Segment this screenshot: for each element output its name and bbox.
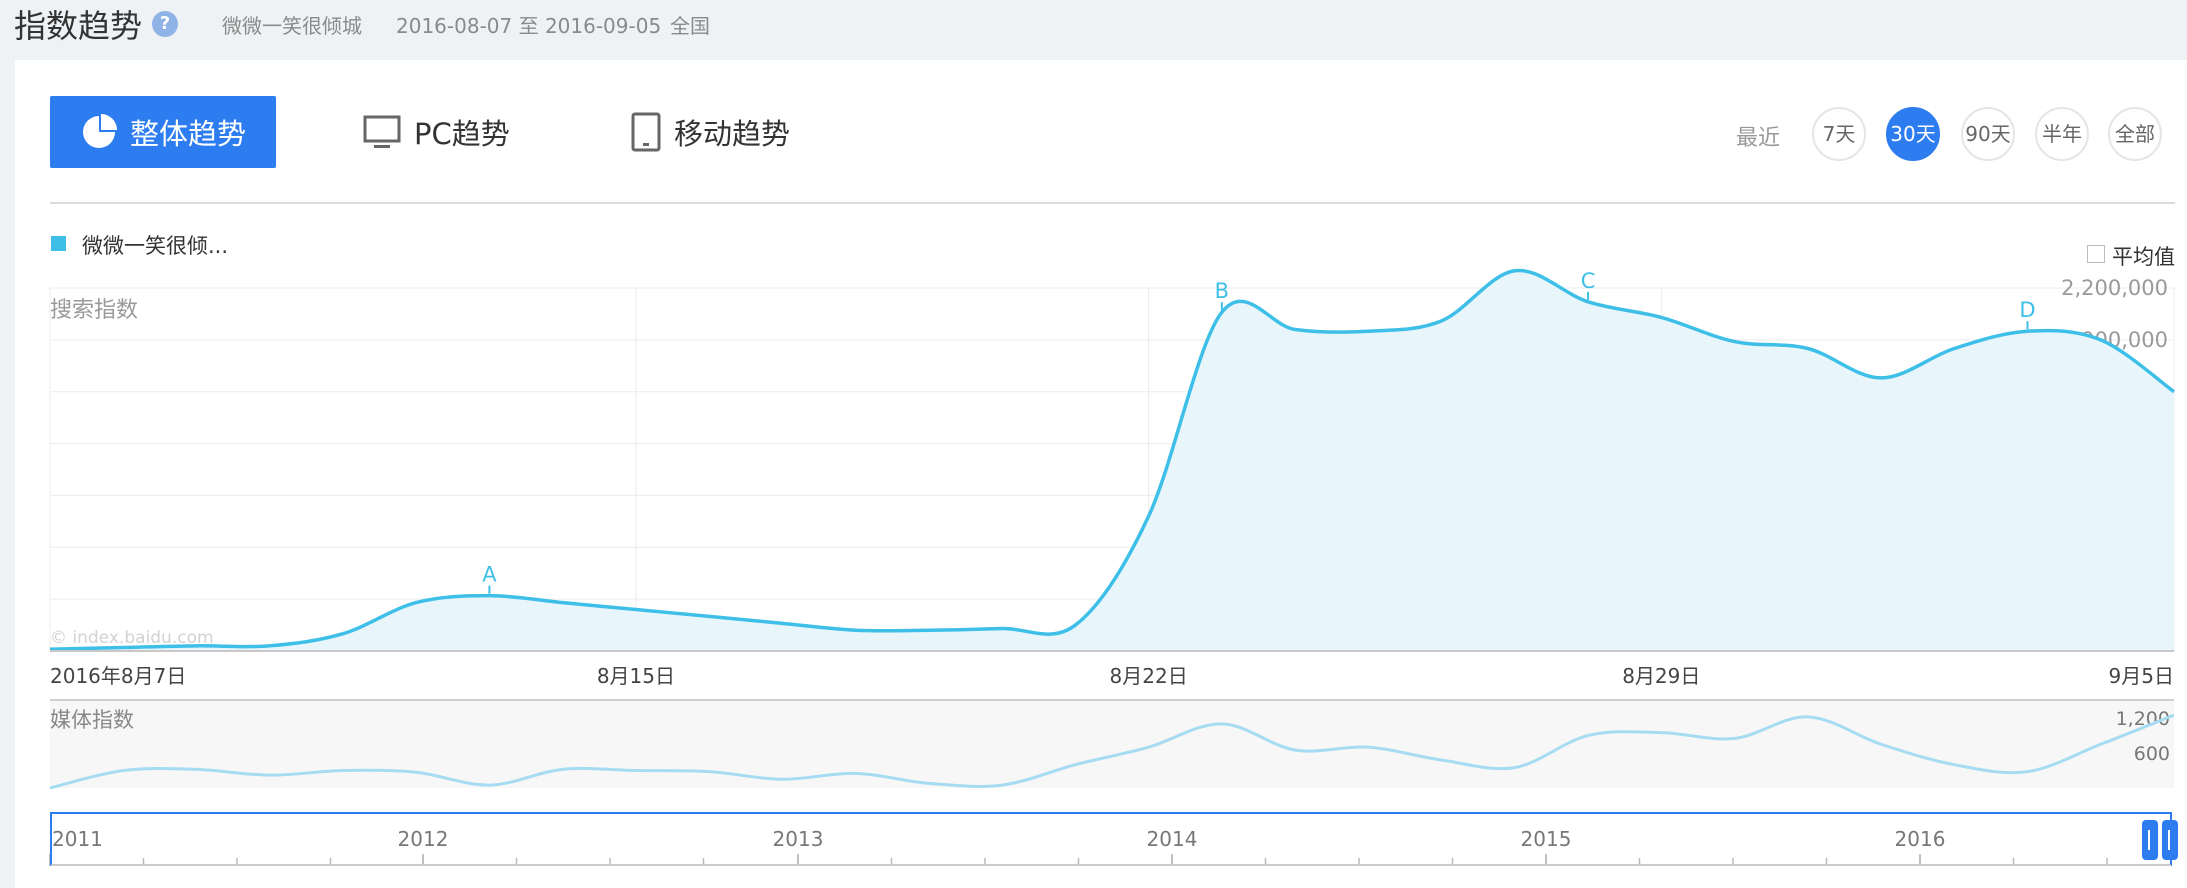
average-checkbox[interactable] bbox=[2087, 245, 2105, 263]
range-90d-button[interactable]: 90天 bbox=[1961, 107, 2015, 161]
annotation-label: B bbox=[1215, 279, 1229, 303]
series-line bbox=[49, 268, 2176, 652]
media-band-bg bbox=[50, 700, 2174, 788]
x-tick-label: 8月15日 bbox=[597, 664, 675, 688]
media-series-line bbox=[49, 713, 2175, 790]
legend-swatch bbox=[51, 236, 66, 251]
range-all-button[interactable]: 全部 bbox=[2108, 107, 2162, 161]
recent-label: 最近 bbox=[1736, 126, 1781, 151]
x-tick-label: 2016年8月7日 bbox=[50, 664, 186, 688]
annotation-label: A bbox=[482, 563, 497, 587]
range-7d-button[interactable]: 7天 bbox=[1812, 107, 1866, 161]
timeline-year-label: 2015 bbox=[1521, 827, 1572, 851]
tab-overall-label: 整体趋势 bbox=[129, 117, 246, 151]
timeline-year-label: 2012 bbox=[398, 827, 449, 851]
tab-mobile-label: 移动趋势 bbox=[674, 117, 791, 151]
media-index-label: 媒体指数 bbox=[50, 708, 134, 732]
annotation-label: C bbox=[1581, 269, 1596, 293]
timeline-year-label: 2011 bbox=[52, 827, 103, 851]
x-tick-label: 8月22日 bbox=[1110, 664, 1188, 688]
average-label[interactable]: 平均值 bbox=[2112, 245, 2175, 269]
search-index-label: 搜索指数 bbox=[50, 298, 139, 323]
legend-label[interactable]: 微微一笑很倾... bbox=[82, 234, 229, 258]
page-title: 指数趋势 bbox=[14, 7, 143, 45]
watermark: © index.baidu.com bbox=[50, 628, 214, 648]
x-tick-label: 8月29日 bbox=[1622, 664, 1700, 688]
tab-mobile-trend[interactable]: 移动趋势 bbox=[630, 96, 790, 168]
annotation-label: D bbox=[2019, 298, 2035, 322]
series-area bbox=[50, 270, 2174, 651]
timeline-range-track[interactable] bbox=[50, 812, 2172, 866]
divider bbox=[50, 202, 2175, 204]
x-tick-label: 9月5日 bbox=[2109, 664, 2174, 688]
timeline-year-label: 2014 bbox=[1147, 827, 1198, 851]
range-half-year-button[interactable]: 半年 bbox=[2035, 107, 2089, 161]
tab-pc-trend[interactable]: PC趋势 bbox=[362, 96, 510, 168]
media-y-tick-label: 1,200 bbox=[2116, 708, 2170, 730]
question-circle-icon[interactable]: ? bbox=[152, 11, 178, 37]
timeline-year-label: 2013 bbox=[773, 827, 824, 851]
drag-handle-icon[interactable] bbox=[2140, 816, 2180, 864]
tablet-icon bbox=[631, 112, 661, 152]
date-range-label: 2016-08-07 至 2016-09-05 bbox=[396, 14, 662, 38]
tab-overall-trend[interactable]: 整体趋势 bbox=[50, 96, 276, 168]
region-label: 全国 bbox=[670, 14, 710, 38]
tab-pc-label: PC趋势 bbox=[414, 117, 510, 151]
pie-chart-icon bbox=[82, 114, 117, 148]
header-bar: 指数趋势 ? 微微一笑很倾城 2016-08-07 至 2016-09-05 全… bbox=[0, 0, 2187, 58]
keyword-label: 微微一笑很倾城 bbox=[222, 14, 362, 38]
monitor-icon bbox=[363, 115, 401, 148]
range-30d-button[interactable]: 30天 bbox=[1886, 107, 1940, 161]
media-y-tick-label: 600 bbox=[2134, 743, 2170, 765]
timeline-year-label: 2016 bbox=[1895, 827, 1946, 851]
y-tick-label: 2,200,000 bbox=[2061, 276, 2168, 300]
